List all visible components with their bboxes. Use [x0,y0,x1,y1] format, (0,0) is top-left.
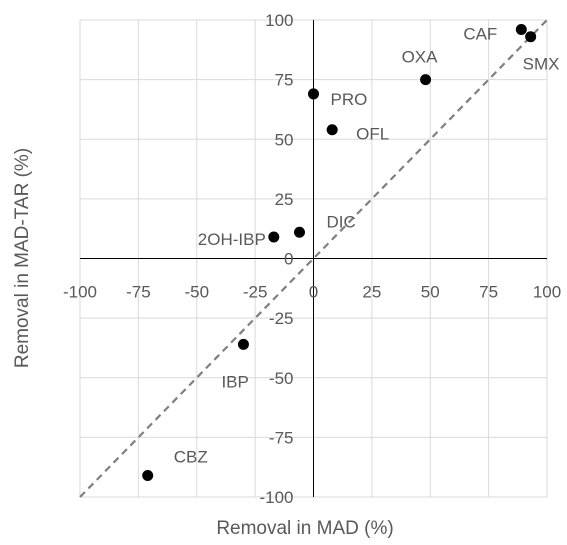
data-points [142,24,537,482]
point-label-dic: DIC [326,212,355,231]
axes [80,20,547,497]
x-tick-label: 0 [309,283,318,302]
point-label-smx: SMX [523,55,560,74]
x-tick-label: 75 [479,283,498,302]
point-label-ofl: OFL [356,125,389,144]
x-tick-label: 50 [421,283,440,302]
data-point-cbz [142,470,154,482]
x-tick-label: -75 [126,283,151,302]
data-point-dic [293,226,305,238]
y-tick-label: -50 [269,369,294,388]
y-tick-label: 50 [275,130,294,149]
y-tick-label: 100 [265,11,293,30]
x-tick-label: 25 [362,283,381,302]
y-tick-label: 75 [275,71,294,90]
y-tick-label: 0 [284,250,293,269]
y-tick-labels: 100 75 50 25 0 -25 -50 -75 -100 [259,11,293,507]
x-axis-title: Removal in MAD (%) [216,518,393,539]
x-tick-labels: -100 -75 -50 -25 0 25 50 75 100 [63,283,561,302]
y-tick-label: -25 [269,309,294,328]
data-point-oxa [420,74,432,86]
point-label-ibp: IBP [221,372,248,391]
x-tick-label: -100 [63,283,97,302]
point-label-cbz: CBZ [174,448,208,467]
point-label-caf: CAF [463,25,497,44]
data-point-pro [308,88,319,100]
point-label-oxa: OXA [402,48,439,67]
data-point-ibp [237,338,249,350]
y-tick-label: -100 [259,488,293,507]
data-point-ofl [326,124,338,136]
x-tick-label: -25 [243,283,268,302]
x-tick-label: 100 [533,283,561,302]
data-point-2oh-ibp [268,231,280,243]
point-labels: CAF SMX OXA PRO OFL DIC 2OH-IBP IBP CBZ [174,25,560,467]
y-tick-label: -75 [269,428,294,447]
data-point-caf [515,24,527,36]
data-point-smx [525,31,537,43]
reference-line-y-equals-x [79,19,548,498]
y-axis-title: Removal in MAD-TAR (%) [12,148,33,368]
point-label-2oh-ibp: 2OH-IBP [198,230,266,249]
x-tick-label: -50 [184,283,209,302]
y-tick-label: 25 [275,190,294,209]
point-label-pro: PRO [331,90,368,109]
